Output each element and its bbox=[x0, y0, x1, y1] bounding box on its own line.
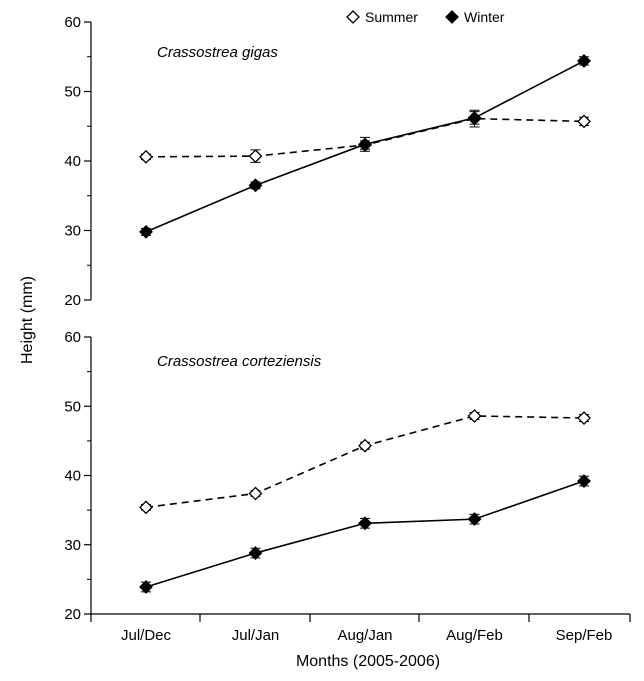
legend-item-summer: Summer bbox=[346, 9, 418, 25]
data-point-winter bbox=[248, 178, 263, 193]
x-tick-label: Jul/Jan bbox=[232, 627, 280, 644]
data-point-summer bbox=[577, 114, 591, 129]
legend-item-winter: Winter bbox=[445, 9, 505, 25]
series-line-summer bbox=[145, 415, 585, 509]
data-point-summer bbox=[248, 486, 263, 501]
data-point-winter bbox=[577, 54, 591, 68]
data-point-winter bbox=[248, 546, 263, 560]
legend-marker bbox=[346, 10, 360, 24]
legend: Summer Winter bbox=[346, 9, 505, 25]
data-point-summer bbox=[139, 149, 153, 164]
legend-marker bbox=[445, 10, 459, 24]
data-point-summer bbox=[358, 438, 372, 453]
data-point-winter bbox=[139, 224, 153, 239]
panel-title: Crassostrea corteziensis bbox=[157, 353, 322, 370]
x-axis-title: Months (2005-2006) bbox=[296, 653, 440, 670]
x-tick-label: Aug/Feb bbox=[446, 627, 503, 644]
y-tick-label: 50 bbox=[64, 84, 81, 101]
data-point-winter bbox=[467, 110, 482, 125]
panel-crassostrea-corteziensis: 20 30 40 50 60 Crassostrea corteziensis bbox=[64, 329, 591, 623]
y-tick-label: 20 bbox=[64, 606, 81, 623]
y-tick-label: 30 bbox=[64, 537, 81, 554]
series-line-winter bbox=[145, 480, 585, 588]
series-summer bbox=[139, 409, 591, 515]
x-tick-label: Sep/Feb bbox=[556, 627, 613, 644]
x-tick-label: Aug/Jan bbox=[337, 627, 392, 644]
x-axis: Jul/Dec Jul/Jan Aug/Jan Aug/Feb Sep/Feb bbox=[90, 613, 631, 644]
y-tick-label: 60 bbox=[64, 14, 81, 31]
series-winter bbox=[139, 54, 591, 239]
y-tick-label: 20 bbox=[64, 292, 81, 309]
legend-label: Summer bbox=[365, 9, 418, 25]
data-point-winter bbox=[467, 512, 482, 527]
series-winter bbox=[139, 474, 591, 594]
data-point-summer bbox=[577, 411, 591, 425]
panel-title: Crassostrea gigas bbox=[157, 44, 278, 61]
y-tick-label: 40 bbox=[64, 153, 81, 170]
y-tick-label: 60 bbox=[64, 329, 81, 346]
y-tick-label: 30 bbox=[64, 223, 81, 240]
legend-label: Winter bbox=[464, 9, 505, 25]
data-point-winter bbox=[358, 516, 372, 531]
panel-crassostrea-gigas: 20 30 40 50 60 Crassostrea gigas bbox=[64, 14, 591, 309]
data-point-winter bbox=[139, 580, 153, 594]
x-tick-label: Jul/Dec bbox=[121, 627, 172, 644]
data-point-summer bbox=[248, 149, 263, 164]
series-summer bbox=[139, 109, 591, 164]
data-point-winter bbox=[577, 474, 591, 488]
data-point-winter bbox=[358, 137, 372, 152]
y-tick-label: 40 bbox=[64, 468, 81, 485]
data-point-summer bbox=[139, 500, 153, 515]
y-tick-label: 50 bbox=[64, 398, 81, 415]
y-axis-title: Height (mm) bbox=[19, 276, 36, 364]
data-point-summer bbox=[467, 409, 482, 423]
